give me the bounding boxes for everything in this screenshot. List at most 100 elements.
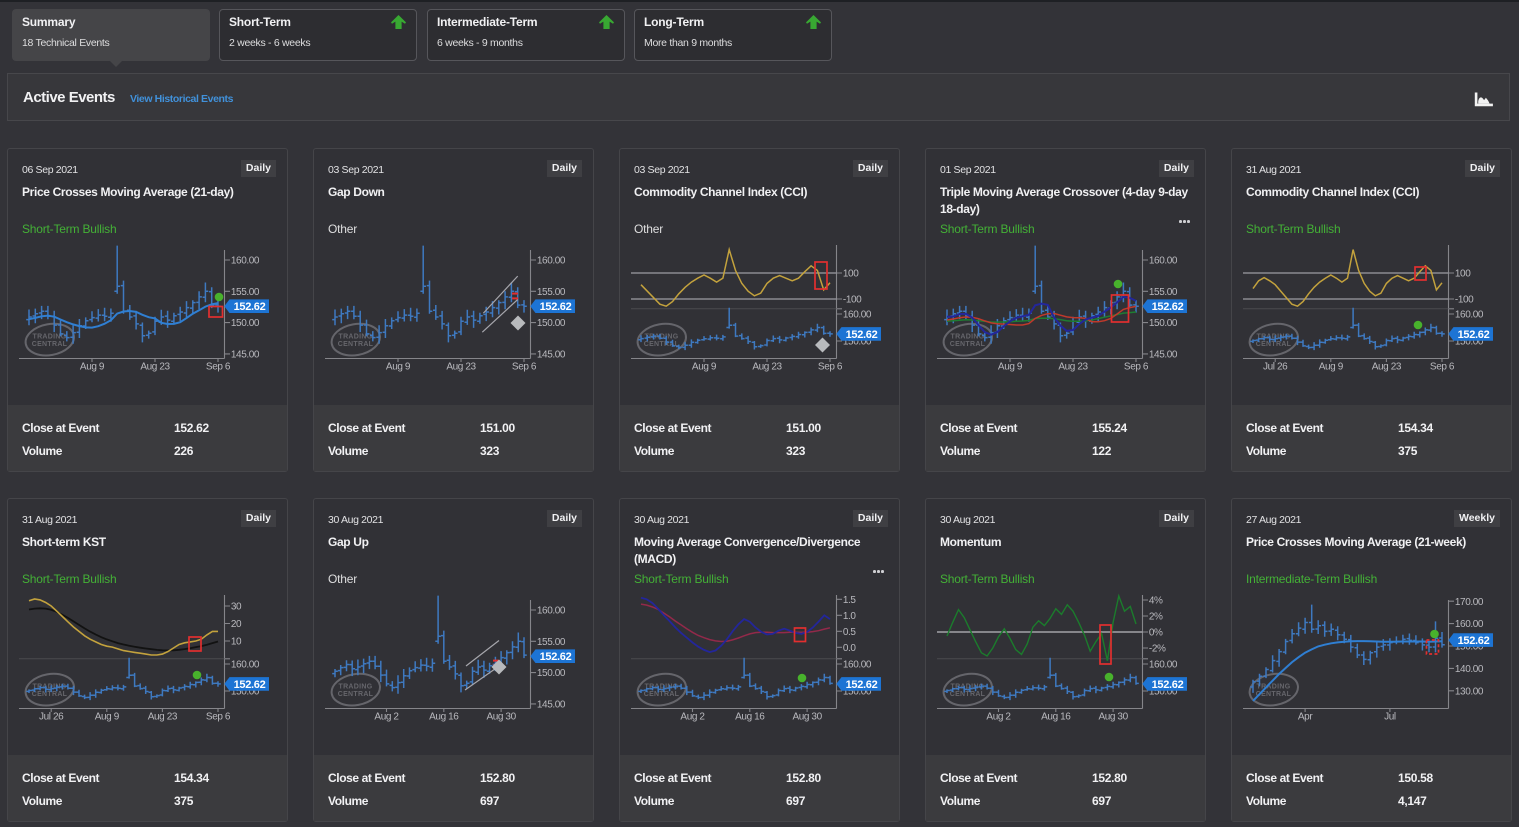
svg-text:CENTRAL: CENTRAL xyxy=(1256,691,1292,698)
svg-text:CENTRAL: CENTRAL xyxy=(644,341,680,348)
svg-text:152.62: 152.62 xyxy=(1458,635,1490,647)
svg-text:155.00: 155.00 xyxy=(1149,287,1178,298)
svg-text:TRADING: TRADING xyxy=(33,334,67,341)
svg-text:152.62: 152.62 xyxy=(234,679,266,691)
svg-text:155.00: 155.00 xyxy=(537,287,566,298)
svg-text:160.00: 160.00 xyxy=(843,660,872,671)
svg-text:1.5: 1.5 xyxy=(843,595,857,606)
svg-text:170.00: 170.00 xyxy=(1455,597,1484,608)
svg-text:10: 10 xyxy=(231,637,242,648)
svg-text:152.62: 152.62 xyxy=(540,651,572,663)
svg-text:0%: 0% xyxy=(1149,628,1163,639)
svg-text:145.00: 145.00 xyxy=(537,350,566,361)
svg-text:Sep 6: Sep 6 xyxy=(206,362,231,373)
svg-text:Jul: Jul xyxy=(1384,712,1396,723)
svg-text:150.00: 150.00 xyxy=(1455,337,1484,348)
svg-text:152.62: 152.62 xyxy=(1152,679,1184,691)
svg-text:150.00: 150.00 xyxy=(843,687,872,698)
svg-text:Aug 2: Aug 2 xyxy=(374,712,399,723)
svg-text:Jul 26: Jul 26 xyxy=(39,712,64,723)
svg-text:160.00: 160.00 xyxy=(537,606,566,617)
svg-text:160.00: 160.00 xyxy=(231,256,260,267)
svg-text:Aug 9: Aug 9 xyxy=(80,362,105,373)
svg-text:TRADING: TRADING xyxy=(1257,684,1291,691)
svg-text:Sep 6: Sep 6 xyxy=(818,362,843,373)
svg-text:155.00: 155.00 xyxy=(231,287,260,298)
svg-text:Apr: Apr xyxy=(1298,712,1313,723)
svg-text:TRADING: TRADING xyxy=(1257,334,1291,341)
svg-text:152.62: 152.62 xyxy=(846,329,878,341)
svg-text:Sep 6: Sep 6 xyxy=(1124,362,1149,373)
svg-text:160.00: 160.00 xyxy=(1455,310,1484,321)
svg-text:152.62: 152.62 xyxy=(1152,301,1184,313)
svg-text:4%: 4% xyxy=(1149,596,1163,607)
svg-text:Aug 2: Aug 2 xyxy=(680,712,705,723)
svg-text:160.00: 160.00 xyxy=(843,310,872,321)
svg-text:150.00: 150.00 xyxy=(537,668,566,679)
svg-text:Aug 23: Aug 23 xyxy=(752,362,782,373)
svg-text:160.00: 160.00 xyxy=(1455,619,1484,630)
svg-text:Aug 9: Aug 9 xyxy=(692,362,717,373)
svg-text:160.00: 160.00 xyxy=(537,256,566,267)
svg-text:CENTRAL: CENTRAL xyxy=(950,341,986,348)
svg-text:Aug 30: Aug 30 xyxy=(1098,712,1128,723)
svg-text:2%: 2% xyxy=(1149,612,1163,623)
svg-text:150.00: 150.00 xyxy=(1149,687,1178,698)
svg-text:TRADING: TRADING xyxy=(33,684,67,691)
svg-text:160.00: 160.00 xyxy=(1149,660,1178,671)
svg-text:145.00: 145.00 xyxy=(537,700,566,711)
svg-text:TRADING: TRADING xyxy=(951,684,985,691)
svg-text:1.0: 1.0 xyxy=(843,611,857,622)
svg-text:150.00: 150.00 xyxy=(1149,318,1178,329)
svg-text:150.00: 150.00 xyxy=(231,687,260,698)
svg-text:0.0: 0.0 xyxy=(843,643,857,654)
svg-text:160.00: 160.00 xyxy=(1149,256,1178,267)
svg-text:Aug 9: Aug 9 xyxy=(998,362,1023,373)
svg-text:CENTRAL: CENTRAL xyxy=(338,691,374,698)
svg-text:150.00: 150.00 xyxy=(231,318,260,329)
svg-text:Aug 30: Aug 30 xyxy=(486,712,516,723)
svg-text:Aug 9: Aug 9 xyxy=(386,362,411,373)
svg-text:Jul 26: Jul 26 xyxy=(1263,362,1288,373)
svg-text:150.00: 150.00 xyxy=(1455,642,1484,653)
svg-text:TRADING: TRADING xyxy=(645,684,679,691)
svg-text:CENTRAL: CENTRAL xyxy=(644,691,680,698)
svg-text:0.5: 0.5 xyxy=(843,627,857,638)
svg-text:CENTRAL: CENTRAL xyxy=(32,341,68,348)
svg-text:Aug 23: Aug 23 xyxy=(140,362,170,373)
svg-text:150.00: 150.00 xyxy=(537,318,566,329)
svg-text:Sep 6: Sep 6 xyxy=(512,362,537,373)
svg-text:140.00: 140.00 xyxy=(1455,664,1484,675)
svg-text:Sep 6: Sep 6 xyxy=(1430,362,1455,373)
svg-text:TRADING: TRADING xyxy=(951,334,985,341)
svg-text:CENTRAL: CENTRAL xyxy=(950,691,986,698)
svg-text:CENTRAL: CENTRAL xyxy=(32,691,68,698)
svg-text:145.00: 145.00 xyxy=(231,350,260,361)
svg-text:Aug 23: Aug 23 xyxy=(148,712,178,723)
svg-text:30: 30 xyxy=(231,602,242,613)
svg-text:Aug 23: Aug 23 xyxy=(1058,362,1088,373)
svg-text:152.62: 152.62 xyxy=(234,301,266,313)
svg-text:Aug 30: Aug 30 xyxy=(792,712,822,723)
svg-text:Sep 6: Sep 6 xyxy=(206,712,231,723)
svg-text:Aug 16: Aug 16 xyxy=(1041,712,1071,723)
svg-text:-100: -100 xyxy=(1455,295,1474,306)
svg-text:145.00: 145.00 xyxy=(1149,350,1178,361)
svg-text:152.62: 152.62 xyxy=(540,301,572,313)
svg-text:-2%: -2% xyxy=(1149,644,1166,655)
svg-text:TRADING: TRADING xyxy=(339,684,373,691)
svg-text:Aug 2: Aug 2 xyxy=(986,712,1011,723)
svg-text:Aug 23: Aug 23 xyxy=(1372,362,1402,373)
svg-text:Aug 9: Aug 9 xyxy=(95,712,120,723)
svg-text:TRADING: TRADING xyxy=(339,334,373,341)
svg-text:130.00: 130.00 xyxy=(1455,686,1484,697)
svg-text:152.62: 152.62 xyxy=(1458,329,1490,341)
svg-text:TRADING: TRADING xyxy=(645,334,679,341)
svg-text:160.00: 160.00 xyxy=(231,660,260,671)
svg-text:Aug 16: Aug 16 xyxy=(735,712,765,723)
svg-text:150.00: 150.00 xyxy=(843,337,872,348)
svg-text:Aug 23: Aug 23 xyxy=(446,362,476,373)
svg-text:-100: -100 xyxy=(843,295,862,306)
svg-text:CENTRAL: CENTRAL xyxy=(338,341,374,348)
svg-text:20: 20 xyxy=(231,619,242,630)
